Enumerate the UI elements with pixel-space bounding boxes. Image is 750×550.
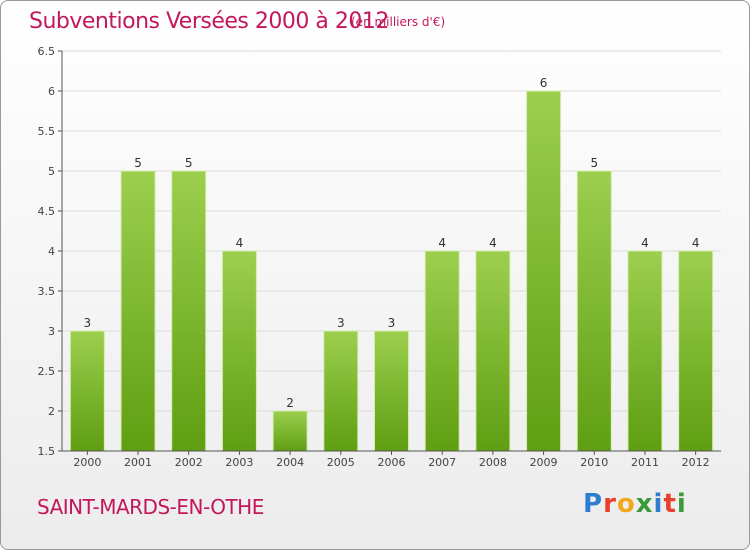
logo-letter: r xyxy=(603,489,617,519)
bar xyxy=(221,250,257,452)
y-tick-label: 3 xyxy=(48,325,55,338)
bar xyxy=(678,250,714,452)
logo-letter: i xyxy=(676,489,687,519)
x-tick-label: 2002 xyxy=(175,456,203,469)
bar xyxy=(374,330,409,452)
x-tick-label: 2001 xyxy=(124,456,152,469)
data-label: 3 xyxy=(388,316,396,330)
bar xyxy=(526,90,562,452)
y-tick-label: 5 xyxy=(48,165,55,178)
data-label: 3 xyxy=(337,316,345,330)
bar xyxy=(576,170,612,452)
y-tick-label: 1.5 xyxy=(38,445,56,458)
y-tick-label: 3.5 xyxy=(38,285,56,298)
y-tick-label: 5.5 xyxy=(38,125,56,138)
x-tick-label: 2007 xyxy=(428,456,456,469)
data-label: 6 xyxy=(540,76,548,90)
chart-title: Subventions Versées 2000 à 2012 xyxy=(29,9,389,34)
bars xyxy=(69,90,714,452)
bar xyxy=(323,330,359,452)
x-tick-label: 2012 xyxy=(682,456,710,469)
y-tick-label: 2 xyxy=(48,405,55,418)
data-label: 2 xyxy=(286,396,294,410)
x-tick-label: 2010 xyxy=(580,456,608,469)
y-tick-label: 2.5 xyxy=(38,365,56,378)
x-tick-label: 2000 xyxy=(73,456,101,469)
logo-letter: i xyxy=(653,489,664,519)
bar xyxy=(475,250,511,452)
x-tick-label: 2003 xyxy=(225,456,253,469)
bar xyxy=(272,410,308,452)
data-label: 4 xyxy=(438,236,446,250)
data-label: 4 xyxy=(489,236,497,250)
data-label: 5 xyxy=(590,156,598,170)
bar xyxy=(171,170,207,452)
logo-letter: P xyxy=(583,489,604,519)
axes xyxy=(58,50,721,455)
labels: 1.5 2 2.5 3 3.5 4 4.5 5 5.5 6 6.5 3 2000 5 2001 5 2002 4 2… xyxy=(38,45,710,469)
bar xyxy=(424,250,460,452)
x-tick-label: 2008 xyxy=(479,456,507,469)
bar xyxy=(69,330,105,452)
data-label: 5 xyxy=(134,156,142,170)
y-tick-label: 4 xyxy=(48,245,55,258)
chart-subtitle: (en milliers d'€) xyxy=(351,15,446,29)
proxiti-logo: Proxiti xyxy=(583,489,687,519)
data-label: 4 xyxy=(236,236,244,250)
y-tick-label: 4.5 xyxy=(38,205,56,218)
x-tick-label: 2011 xyxy=(631,456,659,469)
x-tick-label: 2006 xyxy=(378,456,406,469)
logo-letter: o xyxy=(616,489,636,519)
y-tick-label: 6.5 xyxy=(38,45,56,58)
data-label: 3 xyxy=(84,316,92,330)
data-label: 4 xyxy=(692,236,700,250)
x-tick-label: 2005 xyxy=(327,456,355,469)
logo-letter: t xyxy=(663,489,677,519)
logo-letter: x xyxy=(635,489,654,519)
bar xyxy=(120,170,156,452)
x-tick-label: 2009 xyxy=(530,456,558,469)
y-tick-label: 6 xyxy=(48,85,55,98)
data-label: 4 xyxy=(641,236,649,250)
data-label: 5 xyxy=(185,156,193,170)
commune-name: SAINT-MARDS-EN-OTHE xyxy=(37,495,264,519)
x-tick-label: 2004 xyxy=(276,456,304,469)
bar xyxy=(627,250,663,452)
